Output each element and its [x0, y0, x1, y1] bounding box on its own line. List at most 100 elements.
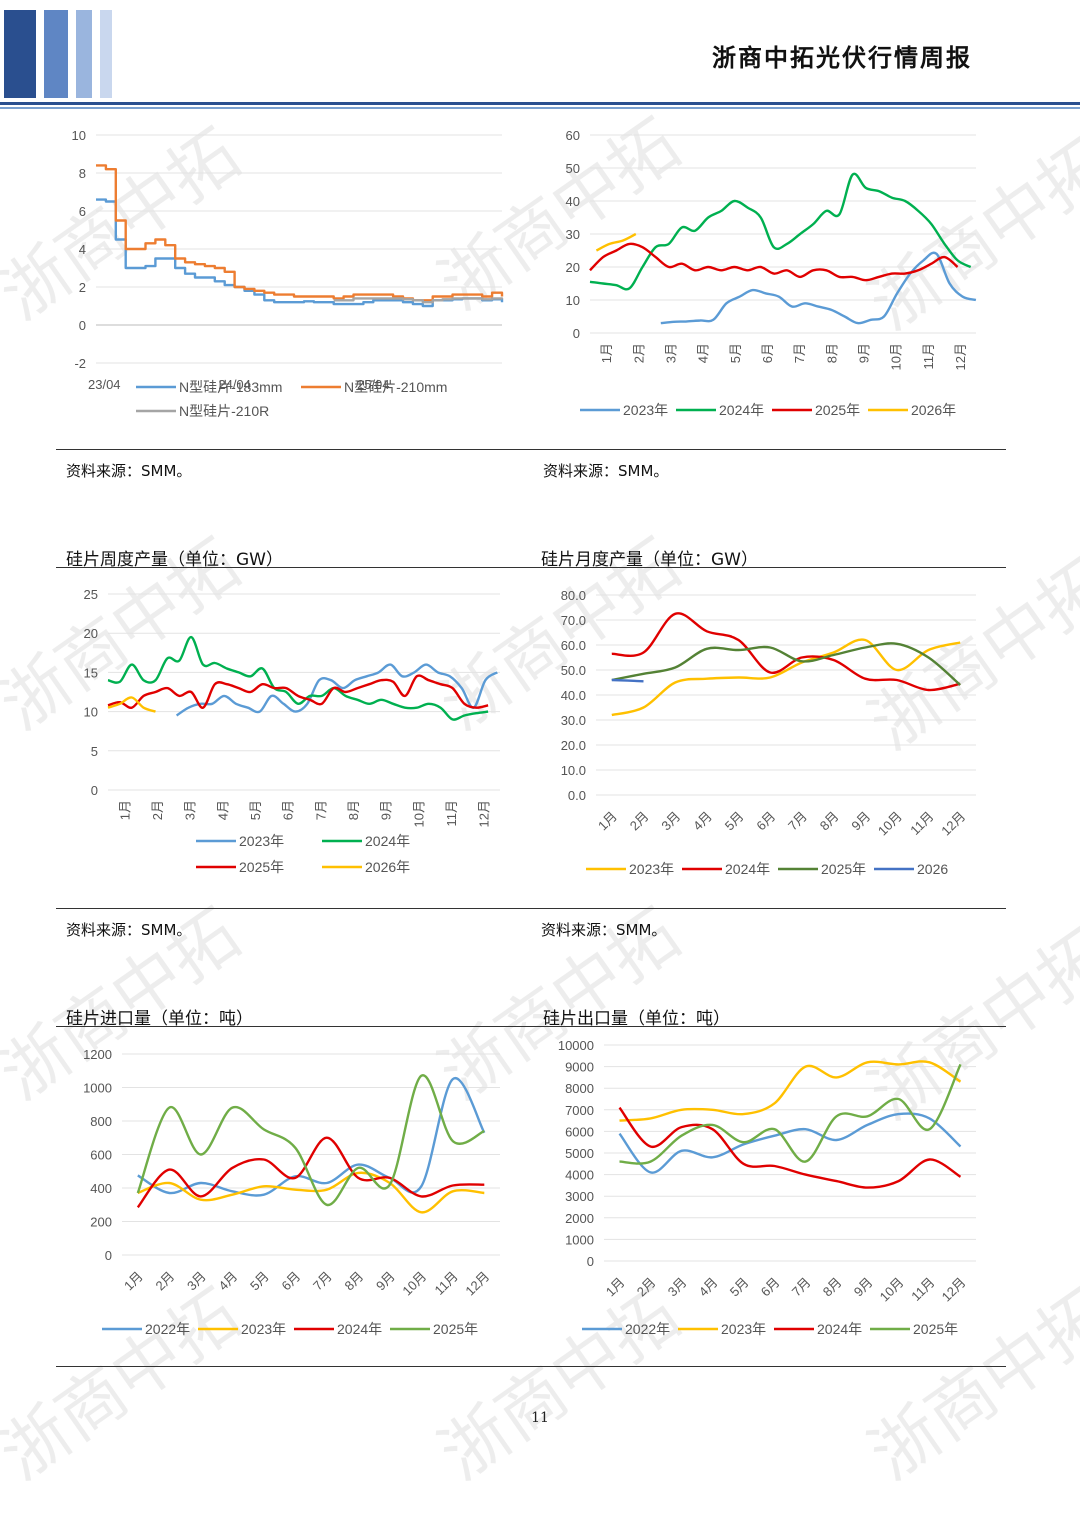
source-note: 资料来源：SMM。 [66, 921, 192, 939]
legend-label: 2026年 [365, 859, 410, 875]
y-tick-label: 50 [566, 161, 580, 176]
x-tick-label: 10月 [875, 809, 905, 839]
x-tick-label: 5月 [722, 809, 747, 834]
x-tick-label: 4月 [696, 1275, 721, 1300]
y-tick-label: 60.0 [561, 638, 586, 653]
x-tick-label: 6月 [753, 809, 778, 834]
series-line [619, 1060, 962, 1122]
series-line [107, 674, 489, 709]
x-tick-label: 3月 [184, 1269, 209, 1294]
x-tick-label: 10月 [877, 1275, 907, 1305]
section-rule [56, 1026, 1006, 1027]
x-tick-label: 12月 [939, 1275, 969, 1305]
export-chart: 10000 9000 8000 7000 6000 5000 4000 3000 2000 100… [540, 1036, 1000, 1356]
x-tick-label: 4月 [215, 1269, 240, 1294]
legend-label: 2023年 [629, 861, 674, 877]
y-tick-label: 5 [91, 744, 98, 759]
y-tick-label: 1000 [565, 1232, 594, 1247]
series-line [618, 1112, 962, 1174]
x-tick-label: 11月 [908, 1275, 937, 1304]
x-tick-label: 24/04 [218, 377, 251, 392]
x-tick-label: 6月 [278, 1269, 303, 1294]
series-line [333, 297, 504, 304]
x-tick-label: 3月 [183, 800, 198, 820]
legend-label: 2024年 [725, 861, 770, 877]
y-tick-label: 5000 [565, 1146, 594, 1161]
x-tick-label: 8月 [824, 343, 839, 363]
legend-label: 2024年 [365, 833, 410, 849]
x-tick-label: 11月 [444, 800, 459, 827]
series-line [619, 1063, 962, 1165]
chart-svg: 25 20 15 10 5 0 1月 2月 3月 4月 5月 6月 7月 8月 9月 10月 11月 12月 202… [84, 587, 500, 875]
y-tick-label: 8 [79, 166, 86, 181]
series-line [611, 638, 961, 717]
header-rule [0, 102, 1080, 105]
series-line [136, 1136, 485, 1209]
x-tick-label: 7月 [792, 343, 807, 363]
legend-label: 2025年 [913, 1321, 958, 1337]
series-line [137, 1171, 485, 1214]
x-tick-label: 1月 [117, 800, 132, 820]
y-tick-label: 0.0 [568, 788, 586, 803]
chart-svg: 1000090008000700060005000400030002000100… [558, 1038, 976, 1337]
y-tick-label: 50.0 [561, 663, 586, 678]
x-tick-label: 1月 [603, 1275, 628, 1300]
section-rule [56, 1366, 1006, 1367]
legend-label: 2026 [917, 861, 948, 877]
series-line [595, 232, 637, 252]
y-tick-label: -2 [74, 356, 86, 371]
series-line [618, 1106, 962, 1189]
y-tick-label: 40 [566, 194, 580, 209]
x-tick-label: 5月 [727, 1275, 752, 1300]
x-tick-label: 8月 [817, 809, 842, 834]
y-tick-label: 10 [72, 128, 86, 143]
legend-label: 2022年 [145, 1321, 190, 1337]
x-tick-label: 9月 [373, 1269, 398, 1294]
y-tick-label: 15 [84, 665, 98, 680]
x-tick-label: 7月 [789, 1275, 814, 1300]
series-line [660, 251, 977, 325]
legend-label: 2024年 [719, 402, 764, 418]
y-tick-label: 0 [91, 783, 98, 798]
legend-label: 2023年 [241, 1321, 286, 1337]
series-line [611, 642, 961, 686]
series-line [137, 1077, 486, 1197]
legend-label: 2026年 [911, 402, 956, 418]
y-tick-label: 0 [105, 1248, 112, 1263]
x-tick-label: 4月 [690, 809, 715, 834]
source-note: 资料来源：SMM。 [66, 462, 192, 480]
y-tick-label: 6000 [565, 1124, 594, 1139]
y-tick-label: 10.0 [561, 763, 586, 778]
import-chart: 1200 1000 800 600 400 200 0 1月 2月 3月 4月 5月 6月 7月 8月 9月 1… [56, 1036, 526, 1356]
y-tick-label: 600 [90, 1148, 112, 1163]
series-line [611, 612, 961, 692]
chart-svg: 60 50 40 30 20 10 0 1月 2月 3月 4月 5月 6月 7月 8月 9月 10月 11月 12月… [566, 128, 977, 418]
x-tick-label: 5月 [247, 1269, 272, 1294]
x-tick-label: 10月 [399, 1269, 429, 1299]
x-tick-label: 8月 [341, 1269, 366, 1294]
legend-label: 2024年 [817, 1321, 862, 1337]
page-number: 11 [531, 1410, 549, 1426]
series-line [96, 198, 504, 308]
legend-label: N型硅片-210R [179, 403, 269, 419]
header-rule-thin [0, 107, 1080, 109]
report-title: 浙商中拓光伏行情周报 [712, 43, 972, 72]
x-tick-label: 6月 [760, 343, 775, 363]
y-tick-label: 200 [90, 1215, 112, 1230]
source-note: 资料来源：SMM。 [541, 921, 667, 939]
y-tick-label: 0 [587, 1254, 594, 1269]
y-tick-label: 10000 [558, 1038, 594, 1053]
x-tick-label: 2月 [150, 800, 165, 820]
section-rule [56, 908, 1006, 909]
x-tick-label: 11月 [907, 809, 936, 838]
x-tick-label: 9月 [856, 343, 871, 363]
x-tick-label: 8月 [346, 800, 361, 820]
legend-label: 2023年 [623, 402, 668, 418]
y-tick-label: 7000 [565, 1103, 594, 1118]
source-note: 资料来源：SMM。 [543, 462, 669, 480]
y-tick-label: 1200 [83, 1047, 112, 1062]
x-tick-label: 23/04 [88, 377, 121, 392]
legend-label: 2025年 [821, 861, 866, 877]
x-tick-label: 5月 [248, 800, 263, 820]
x-tick-label: 12月 [953, 343, 968, 370]
